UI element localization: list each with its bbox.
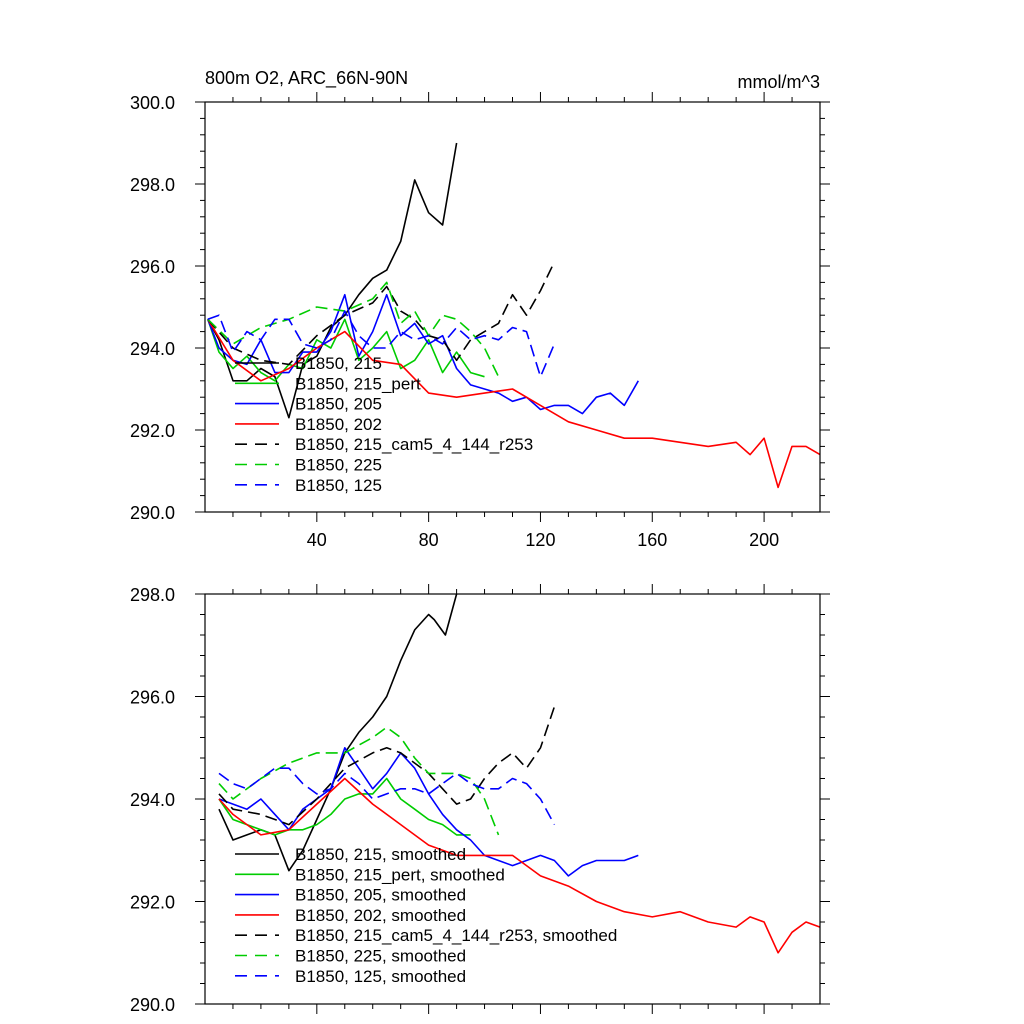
y-tick-label: 290.0 <box>130 995 175 1015</box>
chart-title: 800m O2, ARC_66N-90N <box>205 68 408 89</box>
x-tick-label: 120 <box>525 530 555 550</box>
legend-label: B1850, 125, smoothed <box>295 967 466 986</box>
legend-label: B1850, 225 <box>295 456 382 475</box>
bottom-panel: 290.0 292.0 294.0 296.0 298.0 B1850, 215, smo… <box>130 584 830 1015</box>
series-line-5 <box>218 726 500 836</box>
top-plot-area: 40 80 120 160 200 290.0 292.0 294.0 296.0 298.0 30… <box>130 92 830 550</box>
x-tick-label: 200 <box>749 530 779 550</box>
y-tick-label: 292.0 <box>130 893 175 913</box>
bottom-plot-area: 290.0 292.0 294.0 296.0 298.0 B1850, 215, smo… <box>130 584 830 1015</box>
units-label: mmol/m^3 <box>738 72 820 92</box>
x-tick-label: 160 <box>637 530 667 550</box>
legend-label: B1850, 225, smoothed <box>295 947 466 966</box>
legend-label: B1850, 125 <box>295 476 382 495</box>
series-line-2 <box>207 293 639 415</box>
series-line-5 <box>207 281 500 378</box>
legend-label: B1850, 205 <box>295 395 382 414</box>
y-tick-label: 294.0 <box>130 790 175 810</box>
series-line-0 <box>218 594 458 872</box>
legend-label: B1850, 215_cam5_4_144_r253, smoothed <box>295 926 617 945</box>
y-tick-label: 292.0 <box>130 421 175 441</box>
y-tick-label: 298.0 <box>130 175 175 195</box>
series-line-4 <box>218 706 556 826</box>
series-line-1 <box>207 318 485 382</box>
series-line-6 <box>207 310 556 378</box>
series-line-1 <box>218 777 471 836</box>
legend-label: B1850, 202, smoothed <box>295 906 466 925</box>
series-group <box>218 594 820 954</box>
legend-label: B1850, 202 <box>295 415 382 434</box>
legend-label: B1850, 215_cam5_4_144_r253 <box>295 435 533 454</box>
legend-label: B1850, 215, smoothed <box>295 845 466 864</box>
x-tick-label: 40 <box>307 530 327 550</box>
series-line-6 <box>218 767 556 825</box>
legend-label: B1850, 215_pert, smoothed <box>295 865 505 884</box>
x-tick-label: 80 <box>419 530 439 550</box>
legend-label: B1850, 215_pert <box>295 374 421 393</box>
series-group <box>207 142 820 489</box>
series-line-4 <box>207 261 556 366</box>
y-tick-label: 296.0 <box>130 688 175 708</box>
y-tick-label: 294.0 <box>130 339 175 359</box>
y-tick-label: 296.0 <box>130 257 175 277</box>
legend-label: B1850, 215 <box>295 354 382 373</box>
series-line-0 <box>207 142 458 419</box>
series-line-3 <box>207 318 820 489</box>
legend-label: B1850, 205, smoothed <box>295 886 466 905</box>
y-tick-label: 290.0 <box>130 503 175 523</box>
y-tick-label: 300.0 <box>130 93 175 113</box>
top-panel: 800m O2, ARC_66N-90N mmol/m^3 40 80 120 160… <box>130 68 830 550</box>
y-tick-label: 298.0 <box>130 585 175 605</box>
series-line-3 <box>218 777 820 954</box>
